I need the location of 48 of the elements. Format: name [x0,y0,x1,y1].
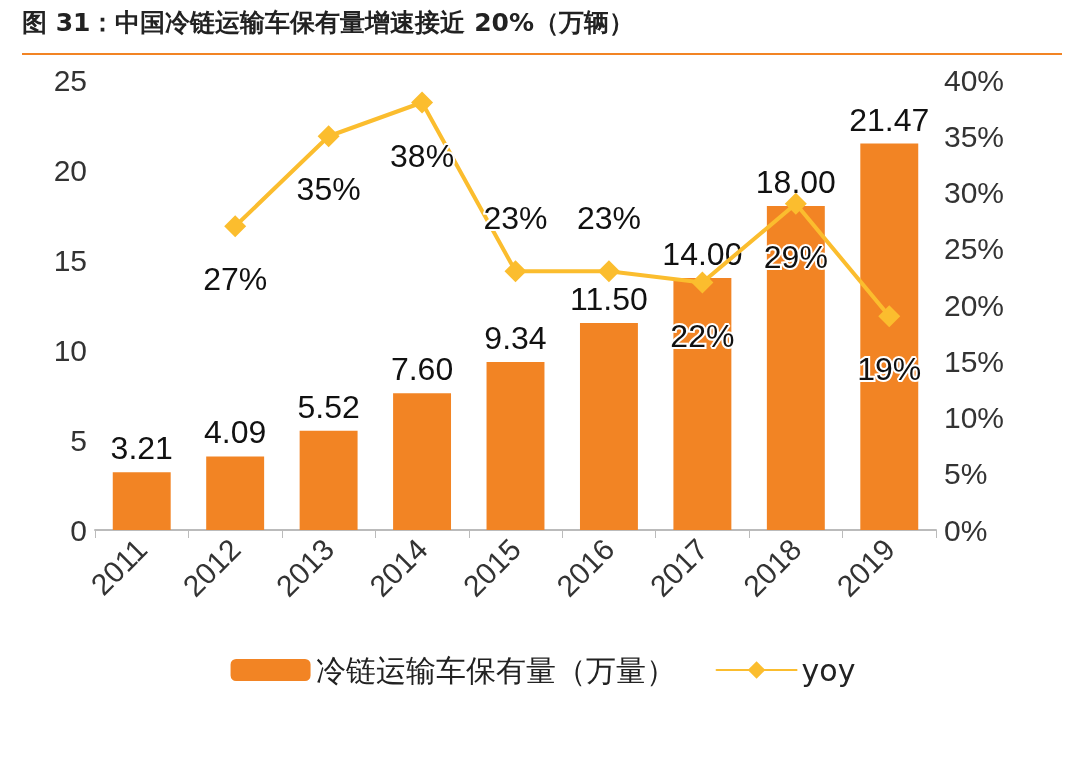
data-label: 18.00 [755,164,836,200]
y-tick-label: 10 [53,333,87,367]
point [317,125,340,148]
data-label: 35% [296,171,361,208]
data-label: 9.34 [484,319,547,356]
point [224,215,247,238]
bar [579,323,638,530]
y2-tick-label: 40% [944,63,1005,97]
bar [486,361,545,530]
y2-tick-label: 20% [944,288,1005,322]
y-tick-label: 20 [53,153,87,187]
data-label: 38% [390,137,455,174]
y2-tick-label: 30% [944,176,1005,209]
data-label: 21.47 [849,101,930,138]
point [411,91,434,114]
point [691,271,714,294]
y-tick-label: 5 [70,423,87,457]
y-tick-label: 15 [53,243,87,277]
chart-title: 图 31：中国冷链运输车保有量增速接近 20%（万辆） [22,6,1062,55]
y-tick-label: 25 [53,63,87,97]
bar [393,393,452,530]
point [504,260,527,283]
data-label: 4.09 [204,414,267,451]
bar [673,278,732,530]
data-label: 27% [203,261,268,298]
data-label: 23% [576,200,641,237]
bar [206,456,265,530]
data-label: 3.21 [110,430,173,467]
y2-tick-label: 25% [944,232,1005,266]
legend-label: 冷链运输车保有量（万量） [315,652,676,688]
bar [766,206,825,530]
data-label: 5.52 [297,388,360,425]
bar [860,143,919,530]
y2-tick-label: 0% [944,513,988,547]
data-label: 11.50 [570,281,648,317]
point [784,192,807,215]
y2-tick-label: 15% [944,344,1005,378]
data-label: 7.60 [390,351,454,388]
point [878,305,901,328]
data-label: 23% [483,200,548,237]
legend-label: yoy [801,652,856,688]
point [597,260,620,283]
y-tick-label: 0 [70,513,87,547]
y2-tick-label: 5% [944,457,988,491]
y2-tick-label: 10% [944,401,1005,434]
y2-tick-label: 35% [944,119,1005,153]
bar [112,472,171,530]
bar [299,430,358,530]
